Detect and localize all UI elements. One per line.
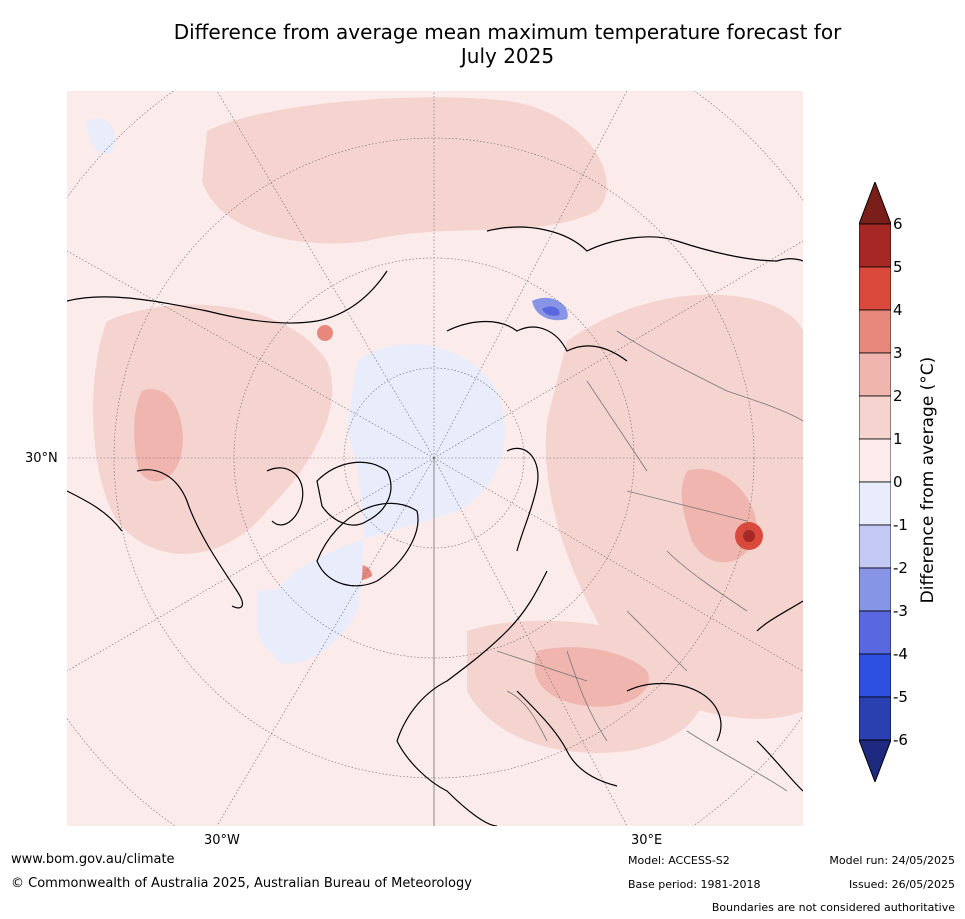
colorbar-under-arrow	[858, 739, 892, 784]
anomaly-hotspot-alaska	[317, 325, 333, 341]
anomaly-region-north-america	[93, 304, 333, 554]
colorbar-tick-label: -4	[893, 645, 908, 663]
colorbar-tick-label: 0	[893, 473, 903, 491]
anomaly-hotspot-siberia-core	[743, 530, 755, 542]
colorbar-label: Difference from average (°C)	[918, 356, 938, 604]
title-line-2: July 2025	[460, 44, 555, 68]
title-line-1: Difference from average mean maximum tem…	[173, 20, 842, 44]
anomaly-region-pacific	[202, 97, 607, 244]
colorbar-graphic	[858, 180, 892, 784]
lat-label-30n: 30°N	[25, 451, 58, 466]
map-graphic	[67, 91, 803, 826]
lon-label-30e: 30°E	[631, 833, 663, 848]
colorbar-tick-label: 2	[893, 387, 903, 405]
colorbar-tick-label: 6	[893, 215, 903, 233]
anomaly-cool-pacific-edge	[87, 118, 116, 155]
footer-disclaimer: Boundaries are not considered authoritat…	[711, 901, 955, 914]
colorbar-tick-label: 4	[893, 301, 903, 319]
colorbar-segment	[858, 567, 892, 612]
footer-issued: Issued: 26/05/2025	[848, 878, 955, 891]
footer-copyright: © Commonwealth of Australia 2025, Austra…	[11, 876, 472, 891]
anomaly-strong-east-europe	[534, 647, 649, 707]
footer-model: Model: ACCESS-S2	[628, 854, 730, 867]
coastlines	[67, 226, 803, 826]
colorbar-segment	[858, 223, 892, 268]
colorbar	[858, 180, 892, 786]
colorbar-tick-label: 5	[893, 258, 903, 276]
lon-label-30w: 30°W	[204, 833, 240, 848]
footer-model-run: Model run: 24/05/2025	[829, 854, 955, 867]
colorbar-segment	[858, 653, 892, 698]
anomaly-region-asia	[545, 294, 803, 719]
colorbar-tick-label: 1	[893, 430, 903, 448]
colorbar-segment	[858, 395, 892, 440]
colorbar-tick-label: 3	[893, 344, 903, 362]
colorbar-segment	[858, 481, 892, 526]
colorbar-tick-label: -5	[893, 688, 908, 706]
colorbar-tick-label: -1	[893, 516, 908, 534]
chart-title: Difference from average mean maximum tem…	[60, 20, 955, 68]
polar-map	[67, 91, 803, 826]
colorbar-segment	[858, 438, 892, 483]
anomaly-cool-north-pole	[386, 403, 487, 495]
colorbar-segment	[858, 309, 892, 354]
footer-base-period: Base period: 1981-2018	[628, 878, 761, 891]
colorbar-tick-label: -6	[893, 731, 908, 749]
colorbar-segment	[858, 524, 892, 569]
colorbar-segment	[858, 696, 892, 741]
colorbar-segment	[858, 266, 892, 311]
colorbar-tick-label: -3	[893, 602, 908, 620]
anomaly-strong-west-na	[134, 389, 183, 482]
anomaly-cool-atlantic	[257, 589, 319, 662]
borders	[496, 330, 803, 792]
colorbar-tick-label: -2	[893, 559, 908, 577]
anomaly-cool-laptev-core	[542, 306, 560, 316]
colorbar-over-arrow	[858, 180, 892, 225]
footer-website[interactable]: www.bom.gov.au/climate	[11, 852, 175, 867]
colorbar-segment	[858, 352, 892, 397]
colorbar-segments	[858, 223, 892, 741]
colorbar-segment	[858, 610, 892, 655]
